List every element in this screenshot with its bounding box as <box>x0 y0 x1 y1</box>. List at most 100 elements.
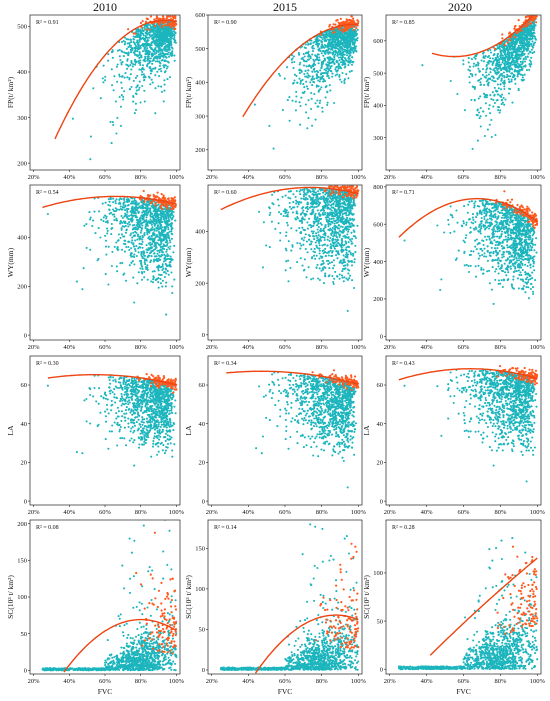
scatter-point <box>504 60 507 63</box>
scatter-point <box>168 32 171 35</box>
scatter-point <box>131 65 134 68</box>
scatter-point <box>318 39 321 42</box>
scatter-point <box>534 38 538 41</box>
scatter-point <box>154 43 157 47</box>
scatter-point <box>502 71 505 74</box>
scatter-point <box>474 73 477 76</box>
scatter-point <box>149 24 152 27</box>
scatter-point <box>335 42 338 45</box>
scatter-point <box>524 47 527 50</box>
scatter-point <box>327 44 330 47</box>
scatter-point <box>102 216 105 219</box>
scatter-point <box>317 44 320 47</box>
scatter-point <box>116 246 119 249</box>
scatter-point <box>306 87 309 90</box>
scatter-point <box>515 48 518 51</box>
x-tick-label: 40% <box>63 344 76 351</box>
scatter-point <box>330 45 333 48</box>
scatter-point <box>477 64 480 67</box>
scatter-point <box>123 76 126 79</box>
scatter-point <box>337 65 340 68</box>
scatter-point <box>159 52 162 55</box>
scatter-point <box>141 267 144 271</box>
scatter-point <box>116 80 119 83</box>
scatter-point <box>158 209 161 213</box>
scatter-point <box>134 228 137 231</box>
scatter-point <box>522 45 525 48</box>
scatter-point <box>114 210 117 213</box>
x-tick-label: 20% <box>28 174 41 181</box>
scatter-point <box>137 247 140 250</box>
scatter-point <box>507 78 510 81</box>
scatter-point <box>323 46 326 49</box>
scatter-point <box>494 56 498 59</box>
scatter-point <box>159 225 162 228</box>
highlight-point <box>158 197 161 200</box>
scatter-point <box>334 34 337 37</box>
scatter-point <box>153 252 156 255</box>
scatter-point <box>134 209 137 212</box>
scatter-point <box>165 281 168 284</box>
highlight-point <box>343 28 346 31</box>
scatter-point <box>127 218 130 221</box>
y-tick-label: 300 <box>373 135 383 142</box>
scatter-point <box>484 96 487 99</box>
scatter-point <box>165 235 168 238</box>
scatter-point <box>151 270 154 273</box>
scatter-point <box>173 41 176 44</box>
scatter-point <box>343 60 346 63</box>
scatter-point <box>94 232 97 235</box>
scatter-point <box>329 36 332 39</box>
scatter-point <box>317 49 320 52</box>
scatter-point <box>109 204 112 207</box>
highlight-point <box>349 19 353 22</box>
scatter-point <box>125 47 128 50</box>
scatter-point <box>153 41 156 44</box>
scatter-point <box>323 213 327 216</box>
scatter-point <box>503 85 506 88</box>
scatter-point <box>321 106 324 109</box>
scatter-point <box>321 44 324 47</box>
y-tick-label: 500 <box>195 46 205 53</box>
highlight-point <box>535 21 538 24</box>
scatter-point <box>170 223 173 226</box>
scatter-point <box>494 66 498 69</box>
scatter-point <box>503 79 506 82</box>
scatter-point <box>172 215 175 218</box>
scatter-point <box>473 86 477 89</box>
scatter-point <box>523 40 526 43</box>
scatter-point <box>127 207 130 211</box>
scatter-point <box>341 71 344 75</box>
scatter-point <box>81 288 84 291</box>
scatter-point <box>518 40 522 43</box>
highlight-point <box>517 19 520 22</box>
scatter-point <box>166 213 169 216</box>
scatter-point <box>118 75 121 78</box>
scatter-point <box>530 63 533 66</box>
scatter-point <box>143 254 146 257</box>
scatter-point <box>347 57 350 60</box>
scatter-point <box>97 227 100 230</box>
scatter-point <box>133 197 136 200</box>
scatter-point <box>149 243 152 247</box>
scatter-point <box>147 254 150 257</box>
scatter-point <box>135 245 138 248</box>
scatter-point <box>151 221 154 224</box>
scatter-point <box>141 224 144 227</box>
scatter-point <box>512 73 515 76</box>
scatter-point <box>133 199 136 202</box>
scatter-point <box>316 105 319 108</box>
scatter-point <box>496 63 499 67</box>
scatter-point <box>318 80 321 83</box>
scatter-point <box>343 37 346 40</box>
scatter-point <box>487 84 490 87</box>
scatter-point <box>350 46 353 49</box>
scatter-point <box>143 48 146 51</box>
scatter-point <box>315 85 318 88</box>
highlight-point <box>171 206 174 209</box>
scatter-point <box>125 52 128 55</box>
scatter-point <box>89 135 93 138</box>
highlight-point <box>147 199 150 202</box>
scatter-point <box>159 223 162 226</box>
scatter-point <box>128 223 131 226</box>
